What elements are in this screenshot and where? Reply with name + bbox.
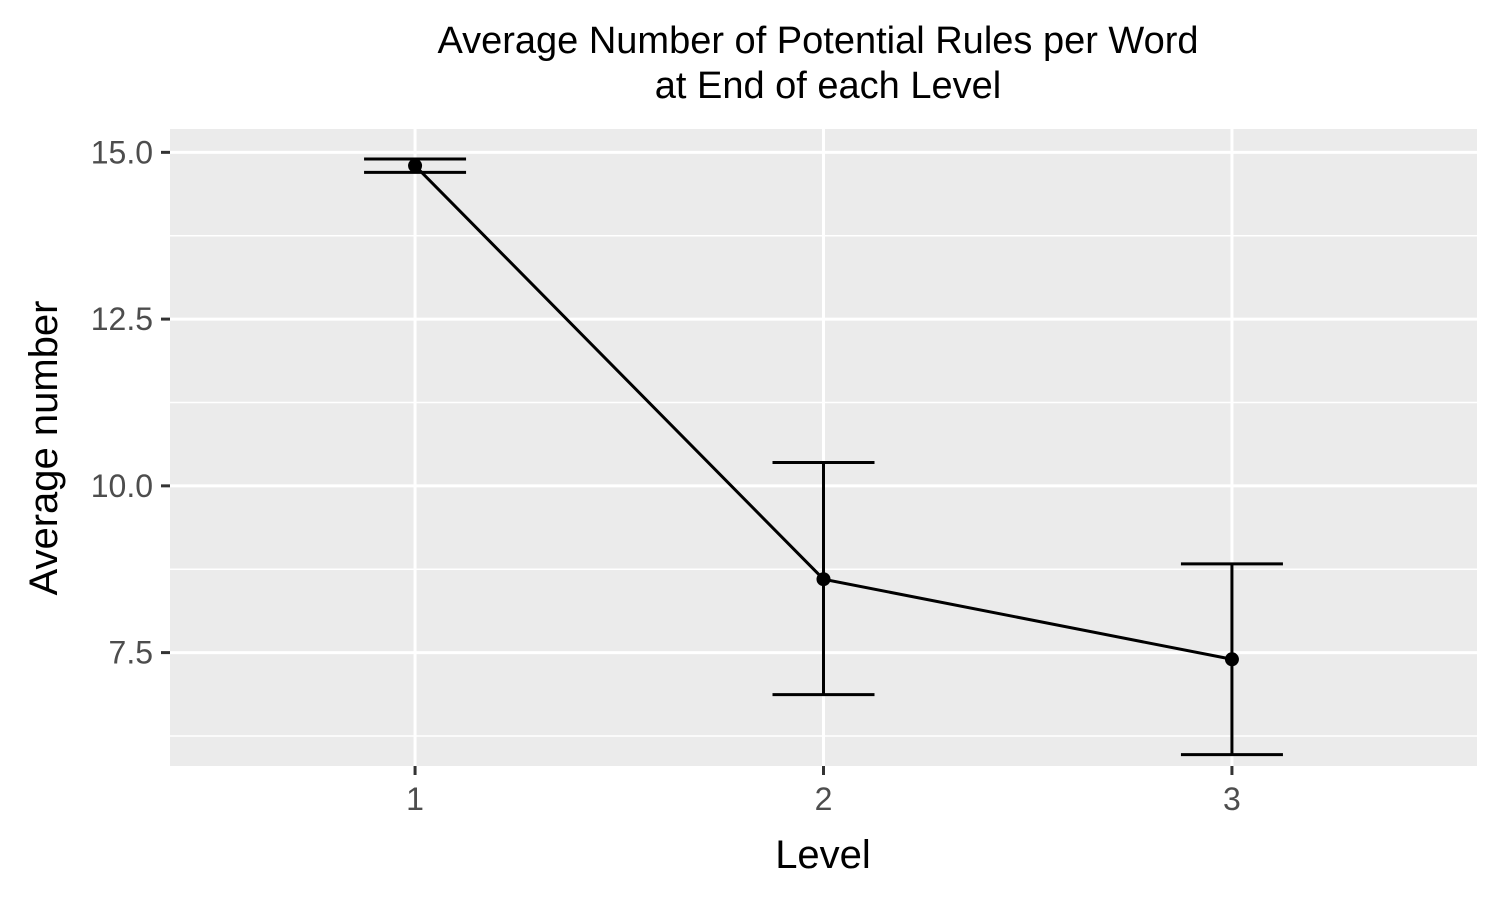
data-point: [408, 158, 423, 173]
y-tick-label: 15.0: [91, 134, 153, 170]
x-tick-label: 1: [406, 781, 424, 817]
x-tick-label: 3: [1223, 781, 1241, 817]
x-axis-title: Level: [775, 833, 871, 877]
y-axis-ticks: 7.5 10.0 12.5 15.0: [91, 134, 170, 671]
y-axis-title: Average number: [22, 301, 66, 596]
x-tick-label: 2: [815, 781, 833, 817]
chart-title-line-2: at End of each Level: [655, 65, 1001, 107]
chart-title-line-1: Average Number of Potential Rules per Wo…: [437, 20, 1198, 62]
data-point: [1224, 652, 1239, 667]
data-point: [816, 572, 831, 587]
y-tick-label: 10.0: [91, 468, 153, 504]
y-tick-label: 7.5: [109, 635, 153, 671]
x-axis-ticks: 1 2 3: [406, 766, 1241, 817]
data-points: [408, 158, 1239, 667]
y-tick-label: 12.5: [91, 301, 153, 337]
